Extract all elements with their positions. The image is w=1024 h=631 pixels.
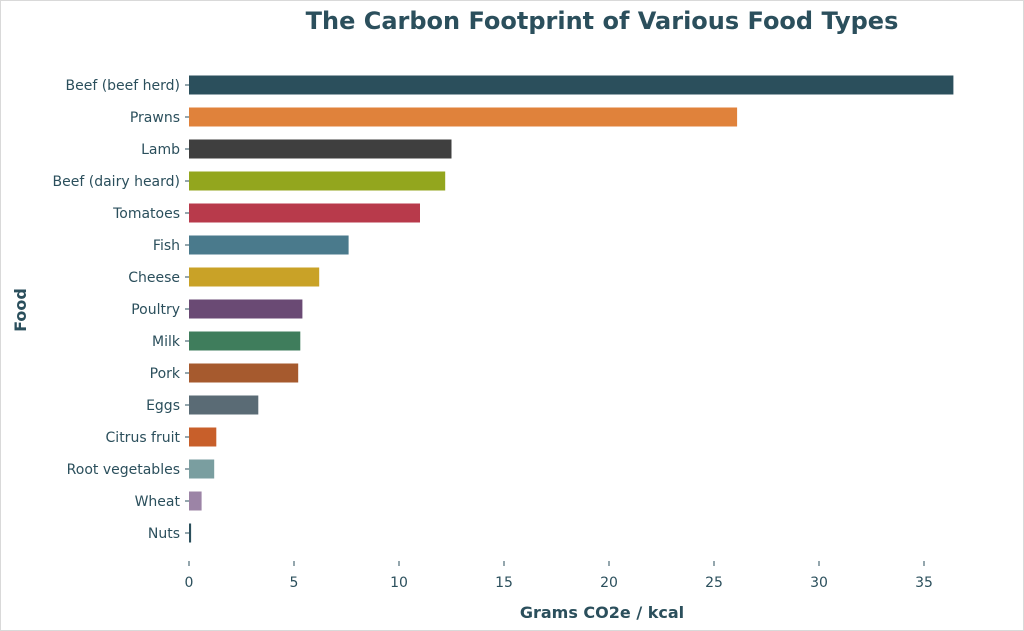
bar xyxy=(189,427,217,447)
y-tick-label: Tomatoes xyxy=(112,206,180,222)
x-tick-label: 30 xyxy=(810,575,828,591)
x-tick-label: 10 xyxy=(390,575,408,591)
y-tick-label: Citrus fruit xyxy=(106,430,181,446)
x-ticks-group: 0 5 10 15 20 25 30 35 xyxy=(185,561,933,591)
bar xyxy=(189,491,202,511)
bar xyxy=(189,299,303,319)
y-tick-label: Poultry xyxy=(131,302,180,318)
y-tick-label: Eggs xyxy=(146,398,180,414)
bar xyxy=(189,203,420,223)
y-tick-label: Lamb xyxy=(141,142,180,158)
y-tick-label: Prawns xyxy=(130,110,180,126)
y-tick-label: Milk xyxy=(152,334,181,350)
bar xyxy=(189,523,192,543)
bar xyxy=(189,363,299,383)
y-tick-label: Root vegetables xyxy=(67,462,180,478)
y-tick-label: Beef (beef herd) xyxy=(65,78,180,94)
bars-group xyxy=(189,75,954,543)
chart-title: The Carbon Footprint of Various Food Typ… xyxy=(306,7,899,35)
y-tick-label: Nuts xyxy=(148,526,180,542)
bar xyxy=(189,331,301,351)
y-tick-label: Pork xyxy=(150,366,181,382)
bar xyxy=(189,139,452,159)
y-ticks-group: Beef (beef herd) Prawns Lamb Beef (dairy he… xyxy=(53,78,189,542)
bar xyxy=(189,171,446,191)
y-tick-label: Cheese xyxy=(128,270,180,286)
bar xyxy=(189,395,259,415)
bar xyxy=(189,75,954,95)
x-tick-label: 35 xyxy=(915,575,933,591)
y-tick-label: Fish xyxy=(153,238,180,254)
x-tick-label: 15 xyxy=(495,575,513,591)
bar xyxy=(189,459,215,479)
x-tick-label: 5 xyxy=(290,575,299,591)
bar xyxy=(189,235,349,255)
x-tick-label: 20 xyxy=(600,575,618,591)
bar xyxy=(189,267,320,287)
x-tick-label: 25 xyxy=(705,575,723,591)
bar xyxy=(189,107,738,127)
x-axis-label: Grams CO2e / kcal xyxy=(520,603,684,622)
y-tick-label: Beef (dairy heard) xyxy=(53,174,180,190)
x-tick-label: 0 xyxy=(185,575,194,591)
y-tick-label: Wheat xyxy=(135,494,181,510)
y-axis-label: Food xyxy=(11,288,30,332)
